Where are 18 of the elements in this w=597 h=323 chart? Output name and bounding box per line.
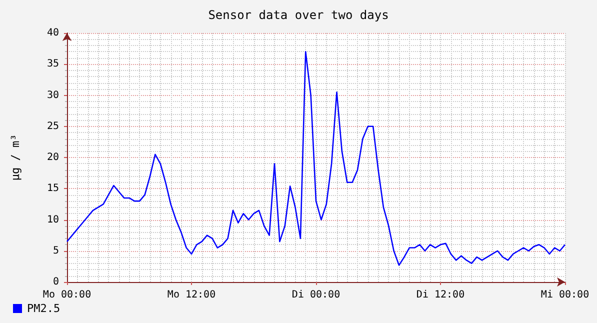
- x-tick-label: Mi 00:00: [540, 290, 590, 300]
- chart-title: Sensor data over two days: [208, 8, 389, 22]
- x-tick-label: Di 00:00: [292, 290, 340, 300]
- y-tick-label: 40: [46, 28, 59, 38]
- y-tick-label: 25: [46, 120, 59, 132]
- y-tick-label: 20: [46, 152, 59, 163]
- x-tick-label: Mo 00:00: [42, 290, 92, 300]
- y-tick-label: 10: [46, 214, 59, 226]
- y-axis-title: µg / m³: [9, 134, 22, 181]
- x-tick-label: Di 12:00: [416, 290, 465, 300]
- x-tick-label: Mo 12:00: [167, 290, 216, 300]
- y-tick-label: 15: [46, 183, 59, 194]
- y-tick-label: 30: [46, 90, 59, 101]
- y-tick-label: 0: [52, 276, 59, 288]
- legend-label: PM2.5: [27, 302, 60, 315]
- y-tick-label: 5: [52, 245, 59, 256]
- line-series: [66, 51, 566, 266]
- y-tick-label: 35: [46, 58, 59, 70]
